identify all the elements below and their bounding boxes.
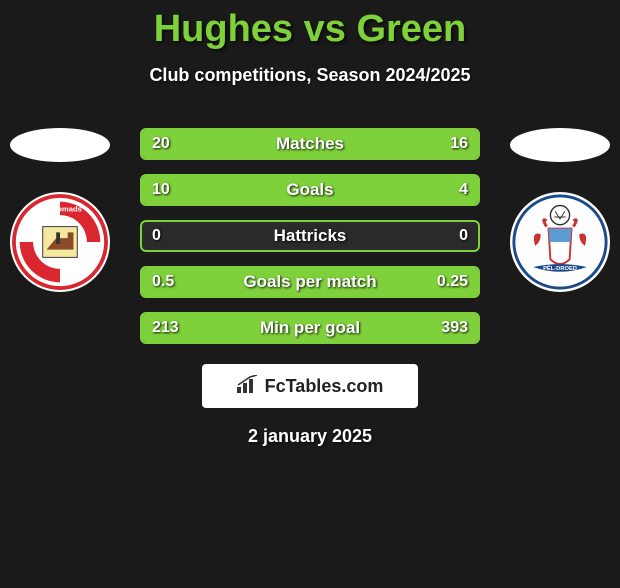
bar-mpg: 213 Min per goal 393 [140,312,480,344]
left-crest-badge: the Nomads [10,192,110,292]
bar-val-left: 213 [152,319,179,337]
right-ellipse [510,128,610,162]
right-crest-badge: PÊL-DROED [510,192,610,292]
bar-val-right: 0.25 [437,273,468,291]
bar-label: Hattricks [274,226,347,246]
right-team-column: PÊL-DROED [510,128,610,292]
left-ellipse [10,128,110,162]
left-crest-icon: the Nomads [12,192,108,292]
bar-val-left: 20 [152,135,170,153]
branding-label: FcTables.com [265,376,384,397]
bar-label: Matches [276,134,344,154]
bar-val-left: 10 [152,181,170,199]
bar-goals: 10 Goals 4 [140,174,480,206]
bar-fill-left [142,176,382,204]
bar-val-right: 16 [450,135,468,153]
bar-val-right: 0 [459,227,468,245]
bar-label: Goals per match [243,272,376,292]
svg-text:PÊL-DROED: PÊL-DROED [543,264,577,272]
bar-hattricks: 0 Hattricks 0 [140,220,480,252]
branding-box[interactable]: FcTables.com [202,364,418,408]
bar-label: Goals [286,180,333,200]
bar-label: Min per goal [260,318,360,338]
subtitle: Club competitions, Season 2024/2025 [0,65,620,86]
bar-val-right: 393 [441,319,468,337]
bar-gpm: 0.5 Goals per match 0.25 [140,266,480,298]
page-title: Hughes vs Green [0,8,620,51]
chart-icon [237,375,259,398]
bar-matches: 20 Matches 16 [140,128,480,160]
right-crest-icon: PÊL-DROED [512,192,608,292]
bar-val-left: 0.5 [152,273,174,291]
date-text: 2 january 2025 [0,426,620,447]
stats-bars: 20 Matches 16 10 Goals 4 0 Hattricks 0 0… [140,128,480,344]
bar-val-right: 4 [459,181,468,199]
bar-val-left: 0 [152,227,161,245]
svg-text:the Nomads: the Nomads [38,204,82,213]
left-team-column: the Nomads [10,128,110,292]
